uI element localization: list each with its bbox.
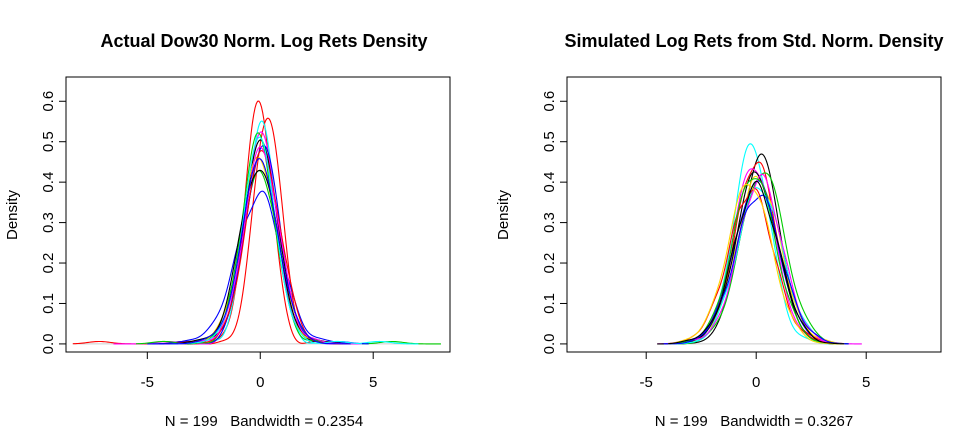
density-curves [72, 100, 441, 345]
density-series-1 [72, 100, 356, 345]
y-tick-label: 0.1 [40, 293, 57, 314]
density-series-13 [158, 146, 362, 345]
y-tick-label: 0.6 [541, 91, 558, 112]
density-series-5 [668, 172, 849, 345]
density-series-12 [158, 169, 351, 345]
density-series-12 [668, 178, 845, 345]
density-series-3 [672, 161, 845, 345]
y-axis-label: Density [4, 189, 21, 240]
y-tick-label: 0.4 [541, 172, 558, 193]
density-series-9 [147, 144, 369, 345]
density-series-8 [169, 156, 351, 345]
chart-panel-1: Actual Dow30 Norm. Log Rets Density Dens… [4, 31, 451, 430]
y-tick-label: 0.1 [541, 293, 558, 314]
y-tick-label: 0.2 [40, 253, 57, 274]
density-series-11 [169, 150, 351, 345]
y-tick-label: 0.3 [541, 212, 558, 233]
x-tick-label: 0 [256, 374, 264, 391]
density-series-13 [663, 194, 849, 345]
density-series-7 [661, 180, 849, 345]
plot-frame [65, 76, 451, 353]
density-series-14 [668, 183, 845, 345]
x-axis: -5 0 5 [640, 351, 870, 391]
chart-panel-2: Simulated Log Rets from Std. Norm. Densi… [495, 31, 944, 430]
y-tick-label: 0.6 [40, 91, 57, 112]
x-tick-label: -5 [141, 374, 154, 391]
y-axis: 0.0 0.1 0.2 0.3 0.4 0.5 0.6 [40, 91, 67, 354]
y-tick-label: 0.3 [40, 212, 57, 233]
density-series-15 [668, 180, 845, 345]
x-axis: -5 0 5 [141, 351, 377, 391]
x-tick-label: 0 [752, 374, 760, 391]
density-series-6 [113, 131, 362, 345]
chart-title: Simulated Log Rets from Std. Norm. Densi… [564, 31, 943, 51]
y-axis-label: Density [495, 189, 512, 240]
density-series-14 [169, 136, 362, 345]
x-tick-label: 5 [862, 374, 870, 391]
y-axis: 0.0 0.1 0.2 0.3 0.4 0.5 0.6 [541, 91, 568, 354]
plot-frame [566, 76, 942, 353]
chart-title: Actual Dow30 Norm. Log Rets Density [100, 31, 427, 51]
density-series-15 [158, 158, 351, 345]
density-series-9 [668, 187, 845, 345]
density-series-10 [668, 188, 845, 345]
density-series-4 [151, 190, 358, 345]
y-tick-label: 0.0 [541, 333, 558, 354]
y-tick-label: 0.5 [541, 131, 558, 152]
density-series-6 [668, 175, 845, 345]
density-curves [657, 143, 862, 345]
y-tick-label: 0.4 [40, 172, 57, 193]
x-tick-label: 5 [369, 374, 377, 391]
y-tick-label: 0.0 [40, 333, 57, 354]
x-axis-label: N = 199 Bandwidth = 0.3267 [655, 413, 853, 430]
x-tick-label: -5 [640, 374, 653, 391]
y-tick-label: 0.5 [40, 131, 57, 152]
x-axis-label: N = 199 Bandwidth = 0.2354 [165, 413, 363, 430]
density-series-3 [169, 169, 441, 345]
y-tick-label: 0.2 [541, 253, 558, 274]
